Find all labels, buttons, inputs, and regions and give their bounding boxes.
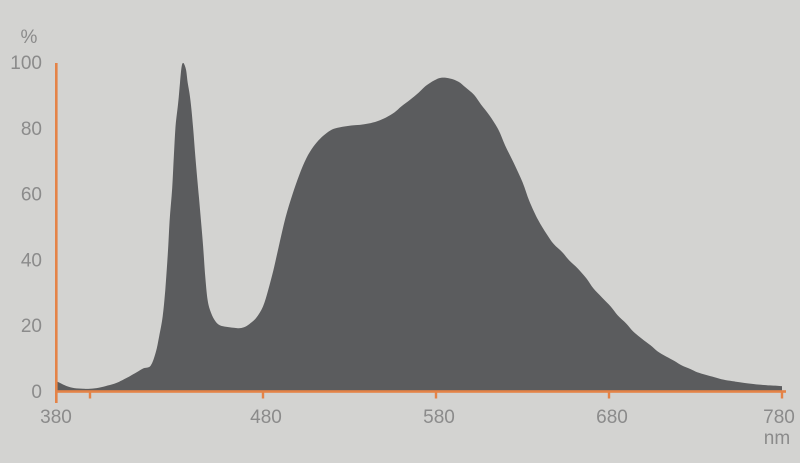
y-tick-label: 20 (21, 316, 42, 337)
x-tick-label: 680 (596, 407, 628, 428)
x-axis-ticks (88, 392, 784, 399)
x-tick (88, 392, 92, 399)
x-tick-label: 380 (40, 407, 72, 428)
y-axis-tick-labels: 0 20 40 60 80 100 (10, 53, 42, 403)
y-tick-label: 40 (21, 250, 42, 271)
x-tick-label: 480 (250, 407, 282, 428)
x-axis-unit-label: nm (764, 428, 790, 449)
x-tick (780, 392, 784, 399)
y-axis (55, 63, 58, 403)
y-tick-label: 0 (31, 382, 42, 403)
y-tick-label: 100 (10, 53, 42, 74)
y-axis-unit-label: % (21, 27, 38, 48)
x-tick-label: 580 (423, 407, 455, 428)
x-axis (55, 390, 786, 393)
y-tick-label: 60 (21, 185, 42, 206)
x-tick (434, 392, 438, 399)
x-axis-tick-labels: 380 480 580 680 780 (40, 407, 795, 428)
x-tick (261, 392, 265, 399)
y-tick-label: 80 (21, 119, 42, 140)
x-tick-label: 780 (763, 407, 795, 428)
x-tick (607, 392, 611, 399)
spectrum-area (57, 63, 783, 391)
